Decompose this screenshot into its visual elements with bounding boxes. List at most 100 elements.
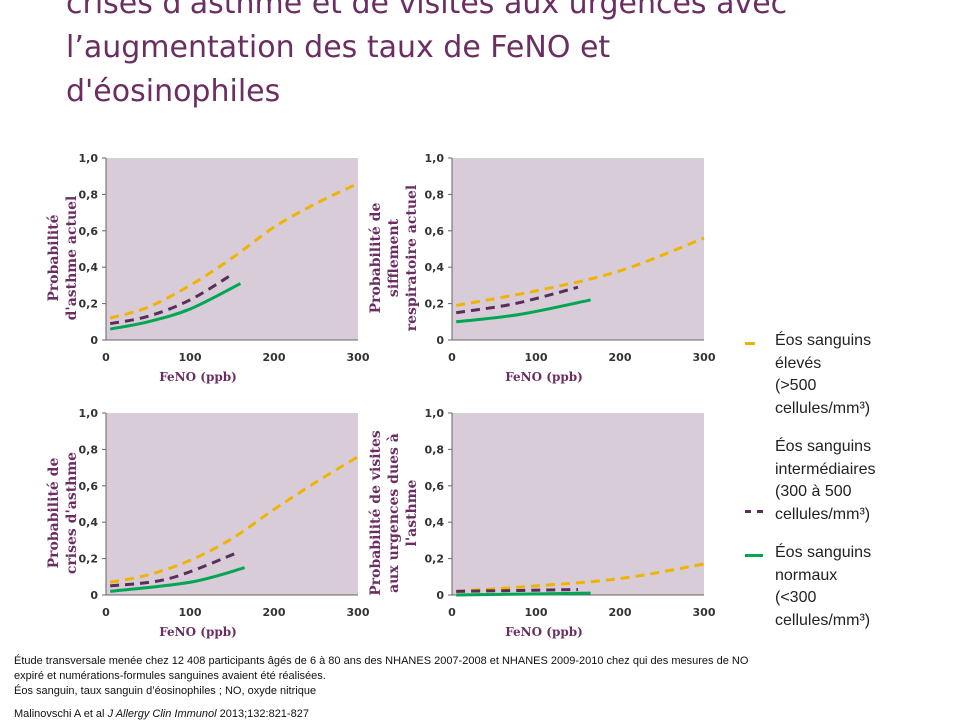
x-tick-label: 300 <box>347 351 370 364</box>
y-tick-label: 1,0 <box>79 152 99 165</box>
footnotes: Étude transversale menée chez 12 408 par… <box>14 654 754 722</box>
y-tick-label: 0,6 <box>425 225 445 238</box>
y-tick-label: 0,4 <box>79 516 99 529</box>
chart-3: 0 0,2 0,4 0,6 0,8 1,0 0 100 200 300 FeNO (ppb) Prob… <box>46 407 370 639</box>
legend-marker-solid-line-icon <box>745 554 763 557</box>
y-tick-label: 0,8 <box>79 188 99 201</box>
chart-2: 0 0,2 0,4 0,6 0,8 1,0 0 100 200 300 FeNO (ppb) Prob… <box>368 152 716 384</box>
slide-title: crises d'asthme et de visites aux urgenc… <box>66 0 946 114</box>
legend-label: Éos sanguins intermédiaires (300 à 500 cell… <box>775 436 955 526</box>
series-line-normaux <box>456 591 591 597</box>
citation: Malinovschi A et al J Allergy Clin Immun… <box>14 707 754 722</box>
series-line-normaux <box>110 566 245 593</box>
legend-label-line: cellules/mm³) <box>775 399 871 417</box>
citation-authors: Malinovschi A et al <box>14 708 108 720</box>
legend-label-line: Éos sanguins <box>775 544 872 561</box>
x-axis-label: FeNO (ppb) <box>159 370 237 384</box>
y-tick-label: 0 <box>90 589 98 602</box>
legend-label-line: élevés <box>775 354 822 372</box>
plot-area <box>452 413 704 595</box>
legend-label: Éos sanguins normaux (<300 cellules/mm³) <box>775 542 955 632</box>
legend-marker-dashed-line-icon <box>745 510 763 513</box>
x-tick-label: 100 <box>525 606 548 619</box>
y-tick-label: 1,0 <box>79 407 99 420</box>
series-line-eleves <box>456 562 705 593</box>
legend-marker-dashed-line-icon <box>745 342 755 345</box>
x-tick-label: 100 <box>525 351 548 364</box>
legend-label-line: (<300 <box>775 589 817 606</box>
y-tick-label: 0,8 <box>425 188 445 201</box>
chart-1: 0 0,2 0,4 0,6 0,8 1,0 0 100 200 300 FeNO (ppb) Prob… <box>46 152 370 384</box>
title-line: crises d'asthme et de visites aux urgenc… <box>66 0 788 21</box>
y-axis-label: l'asthme <box>404 479 420 546</box>
y-tick-label: 0,6 <box>79 480 99 493</box>
x-tick-label: 300 <box>693 606 716 619</box>
legend-label: Éos sanguins élevés (>500 cellules/mm³) <box>775 330 955 420</box>
y-axis-label: Probabilité <box>46 214 62 301</box>
y-tick-label: 1,0 <box>425 152 445 165</box>
x-tick-label: 100 <box>179 351 202 364</box>
y-tick-label: 0,6 <box>79 225 99 238</box>
x-tick-label: 200 <box>263 351 286 364</box>
series-line-eleves <box>109 182 359 320</box>
legend-item: Éos sanguins élevés (>500 cellules/mm³) <box>745 330 955 420</box>
x-tick-label: 0 <box>102 606 110 619</box>
x-tick-label: 300 <box>347 606 370 619</box>
y-axis-label: respiratoire actuel <box>404 185 420 331</box>
y-axis-label: aux urgences dues à <box>386 433 402 593</box>
citation-journal: J Allergy Clin Immunol <box>107 708 220 720</box>
y-tick-label: 0,2 <box>425 298 445 311</box>
legend-label-line: Éos sanguins <box>775 438 872 455</box>
y-tick-label: 0,6 <box>425 480 445 493</box>
y-tick-label: 0,2 <box>79 553 99 566</box>
y-axis-label: crises d'asthme <box>64 452 80 574</box>
y-tick-label: 0,4 <box>79 261 99 274</box>
plot-area <box>452 158 704 340</box>
x-tick-label: 0 <box>102 351 110 364</box>
legend-item: Éos sanguins intermédiaires (300 à 500 cell… <box>745 436 955 526</box>
y-tick-label: 0 <box>90 334 98 347</box>
y-tick-label: 0 <box>436 589 444 602</box>
y-tick-label: 0,8 <box>425 443 445 456</box>
series-line-intermediaires <box>455 285 579 315</box>
x-tick-label: 200 <box>609 606 632 619</box>
citation-ref: 2013;132:821-827 <box>219 708 309 720</box>
chart-4: 0 0,2 0,4 0,6 0,8 1,0 0 100 200 300 FeNO (ppb) Prob… <box>368 407 716 639</box>
y-tick-label: 0,2 <box>79 298 99 311</box>
footnote-abbreviations: Éos sanguin, taux sanguin d’éosinophiles… <box>14 685 317 697</box>
x-axis-label: FeNO (ppb) <box>505 370 583 384</box>
legend-label-line: cellules/mm³) <box>775 611 871 629</box>
plot-area <box>106 413 358 595</box>
y-tick-label: 0,2 <box>425 553 445 566</box>
y-axis-label: Probabilité de <box>46 458 62 569</box>
footnote-study: Étude transversale menée chez 12 408 par… <box>14 655 749 682</box>
y-tick-label: 1,0 <box>425 407 445 420</box>
title-line: l’augmentation des taux de FeNO et <box>66 30 611 65</box>
series-line-intermediaires <box>456 588 579 593</box>
x-tick-label: 100 <box>179 606 202 619</box>
legend-label-line: (300 à 500 <box>775 483 852 500</box>
x-axis-label: FeNO (ppb) <box>159 625 237 639</box>
x-tick-label: 0 <box>448 351 456 364</box>
series-line-intermediaires <box>109 273 233 326</box>
series-line-eleves <box>455 236 705 307</box>
series-line-normaux <box>109 282 242 331</box>
y-axis-label: Probabilité de visites <box>368 430 384 596</box>
y-tick-label: 0,8 <box>79 443 99 456</box>
legend-label-line: (>500 <box>775 377 817 394</box>
y-axis-label: d'asthme actuel <box>64 196 80 321</box>
plot-area <box>106 158 358 340</box>
legend-label-line: Éos sanguins <box>775 332 872 349</box>
x-tick-label: 0 <box>448 606 456 619</box>
x-tick-label: 200 <box>263 606 286 619</box>
legend-label-line: normaux <box>775 566 838 584</box>
y-axis-label: Probabilité de <box>368 203 384 314</box>
legend-label-line: cellules/mm³) <box>775 505 871 523</box>
series-line-eleves <box>109 455 359 584</box>
x-tick-label: 300 <box>693 351 716 364</box>
y-tick-label: 0,4 <box>425 516 445 529</box>
y-tick-label: 0,4 <box>425 261 445 274</box>
legend-item: Éos sanguins normaux (<300 cellules/mm³) <box>745 542 955 632</box>
y-axis-label: sifflement <box>386 218 402 297</box>
